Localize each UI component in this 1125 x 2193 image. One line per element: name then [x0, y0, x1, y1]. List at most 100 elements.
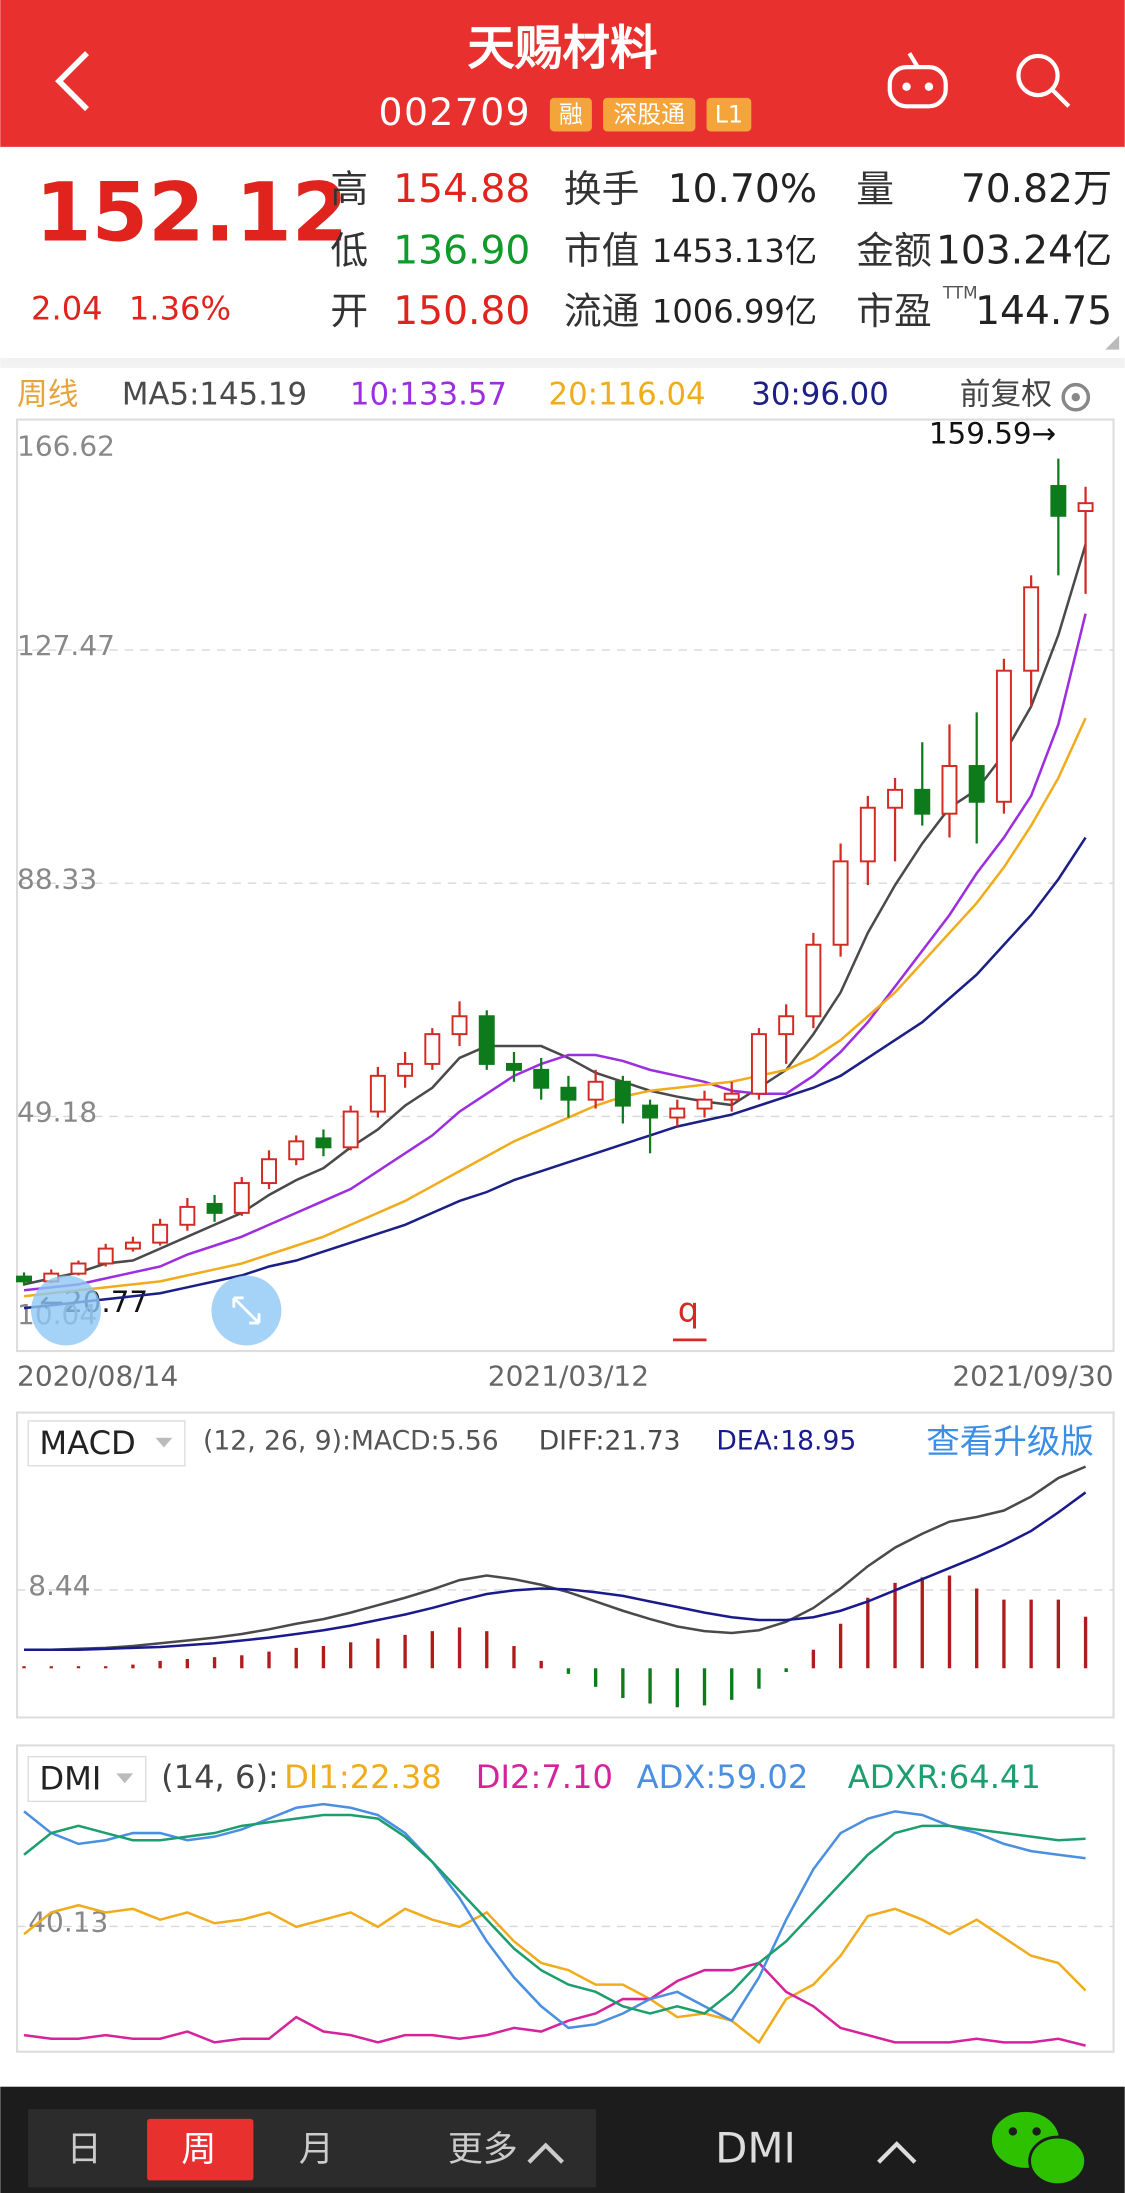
search-icon[interactable]	[1016, 53, 1071, 108]
back-button[interactable]	[55, 51, 89, 112]
legend-entry: DI1:22.38	[284, 1758, 442, 1796]
corner-mark	[1105, 335, 1120, 350]
candle-body	[233, 1182, 250, 1214]
eye	[1008, 2127, 1018, 2136]
x-tick-label: 2020/08/14	[17, 1360, 178, 1393]
indicator-line	[23, 1813, 1086, 2015]
overlay-button[interactable]	[31, 1275, 101, 1346]
dropdown-arrow	[116, 1773, 134, 1784]
robot-eye	[902, 82, 911, 91]
legend-entry: ADX:59.02	[637, 1758, 809, 1796]
candle-body	[1077, 502, 1094, 513]
candle-body	[451, 1015, 468, 1036]
stat-label: 换手	[564, 167, 640, 211]
stat-value: 1006.99亿	[652, 292, 817, 330]
stock-code: 002709	[379, 90, 532, 134]
candle-body	[424, 1033, 441, 1065]
nav-tab[interactable]: 日	[67, 2130, 102, 2170]
indicator-line	[23, 717, 1087, 1298]
legend-entry: 10:133.57	[350, 376, 507, 412]
stat-label: 流通	[564, 289, 640, 333]
indicator-params: (12, 26, 9):MACD:5.56	[203, 1425, 499, 1456]
candle-body	[70, 1262, 87, 1275]
candle-body	[1050, 485, 1067, 517]
price-change-pct: 1.36%	[129, 289, 231, 327]
y-tick-label: 127.47	[17, 629, 115, 662]
stat-sup: TTM	[942, 283, 978, 303]
stat-label: 量	[856, 167, 894, 211]
max-label: 159.59→	[929, 416, 1056, 450]
candle-body	[1023, 586, 1040, 672]
settings-icon[interactable]	[1061, 382, 1091, 412]
nav-tab[interactable]: 更多	[448, 2130, 518, 2170]
stat-label: 高	[330, 167, 368, 211]
candle-body	[369, 1074, 386, 1113]
macd-selector[interactable]	[27, 1420, 186, 1467]
candle-body	[506, 1062, 522, 1071]
nav-tab[interactable]: 月	[299, 2130, 334, 2170]
y-tick-label: 88.33	[17, 862, 97, 895]
robot-antenna	[907, 52, 920, 69]
tag-text: L1	[715, 101, 743, 129]
stat-label: 低	[330, 229, 368, 273]
separator	[0, 358, 1125, 368]
candle-body	[124, 1241, 141, 1250]
candle-body	[206, 1202, 223, 1214]
nav-tab[interactable]: 周	[181, 2130, 216, 2170]
adjust-label[interactable]: 前复权	[960, 376, 1052, 412]
indicator-line	[24, 1491, 1087, 1651]
tag-badge	[549, 97, 592, 132]
dropdown-arrow	[155, 1437, 173, 1448]
gear-ring	[1061, 382, 1091, 412]
candle-body	[16, 1275, 33, 1283]
stat-value: 154.88	[393, 167, 530, 212]
indicator-line	[23, 613, 1087, 1292]
candle-body	[397, 1062, 414, 1077]
indicator-params: (14, 6):	[161, 1758, 279, 1796]
indicator-line	[23, 836, 1087, 1310]
main-chart-frame	[15, 418, 1115, 1353]
candle-body	[859, 806, 876, 863]
candle-body	[587, 1080, 604, 1101]
candle-body	[478, 1015, 495, 1065]
legend-entry: ADXR:64.41	[848, 1758, 1041, 1796]
stat-value: 144.75	[975, 289, 1112, 334]
y-tick-label: 166.62	[17, 430, 115, 463]
search-lens	[1016, 53, 1060, 98]
candle-body	[152, 1223, 169, 1244]
stat-value: 103.24亿	[936, 229, 1112, 274]
legend-entry: DI2:7.10	[476, 1758, 613, 1796]
wechat-icon[interactable]	[991, 2111, 1087, 2187]
price-change: 2.04	[31, 289, 103, 327]
candle-body	[995, 669, 1012, 803]
indicator-button[interactable]: DMI	[715, 2124, 796, 2173]
gear-hub	[1071, 393, 1080, 402]
y-tick-label: 49.18	[17, 1096, 97, 1129]
candle-body	[315, 1137, 332, 1149]
candle-body	[669, 1107, 686, 1119]
tag-badge	[603, 97, 696, 132]
expand-arrow[interactable]	[877, 2141, 917, 2164]
robot-icon[interactable]	[887, 52, 948, 109]
macd-frame	[15, 1411, 1115, 1719]
x-tick-label: 2021/03/12	[488, 1360, 649, 1393]
dmi-selector[interactable]	[27, 1755, 147, 1803]
nav-tabs: 日 周 月 更多	[67, 2118, 518, 2181]
indicator-line	[23, 544, 1087, 1286]
legend-entry: MA5:145.19	[122, 376, 307, 412]
candle-body	[968, 765, 985, 803]
dmi-frame	[15, 1744, 1115, 2053]
stat-value: 10.70%	[668, 167, 817, 212]
candle-body	[261, 1158, 277, 1185]
candle-body	[941, 765, 958, 815]
candle-body	[805, 943, 822, 1018]
candle-body	[696, 1098, 713, 1110]
bubble	[1028, 2135, 1087, 2187]
tag-text: 深股通	[614, 101, 686, 129]
stat-label: 市值	[564, 229, 640, 273]
upgrade-link[interactable]: 查看升级版	[926, 1422, 1094, 1461]
legend-entry: DIFF:21.73	[539, 1425, 681, 1456]
eye	[1032, 2127, 1041, 2136]
indicator-line	[24, 1465, 1087, 1651]
